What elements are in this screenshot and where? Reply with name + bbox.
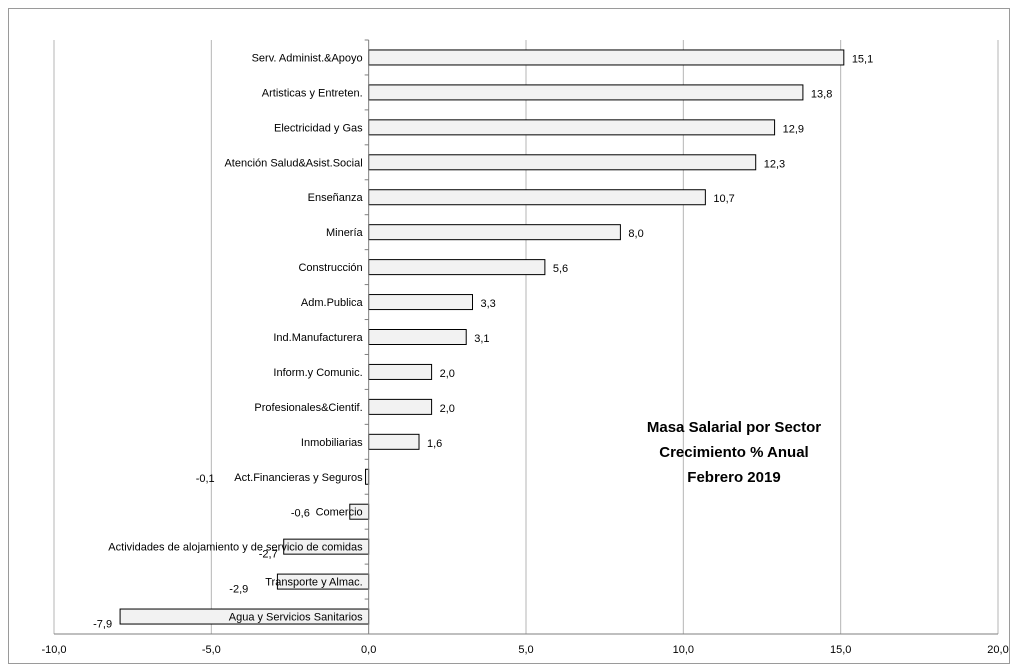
category-label: Comercio: [316, 507, 363, 519]
category-label: Act.Financieras y Seguros: [234, 472, 363, 484]
bar: [368, 119, 776, 136]
category-label: Inmobiliarias: [301, 437, 363, 449]
category-label: Adm.Publica: [301, 297, 364, 309]
value-label: -7,9: [93, 619, 112, 631]
bar: [368, 154, 757, 171]
bar: [368, 49, 845, 66]
value-label: 12,9: [783, 123, 804, 135]
x-tick-label: 20,0: [987, 644, 1008, 656]
bar: [368, 398, 433, 415]
value-label: 8,0: [628, 228, 643, 240]
bar: [368, 84, 804, 101]
axes: -10,0 -5,0 0,0 5,0 10,0 15,0 20,0: [41, 39, 1009, 656]
value-label: 5,6: [553, 263, 568, 275]
value-label: 2,0: [440, 403, 455, 415]
chart-frame: [8, 8, 1010, 664]
value-label: -2,7: [259, 549, 278, 561]
bars: [119, 49, 845, 625]
value-label: 3,3: [481, 298, 496, 310]
x-tick-label: -5,0: [202, 644, 221, 656]
value-label: 13,8: [811, 88, 832, 100]
category-label: Enseñanza: [308, 192, 364, 204]
category-label: Transporte y Almac.: [265, 577, 362, 589]
gridlines: [53, 40, 999, 634]
chart-title-line-1: Masa Salarial por Sector: [647, 419, 821, 436]
x-tick-label: -10,0: [41, 644, 66, 656]
bar: [368, 189, 706, 206]
category-label: Minería: [326, 227, 364, 239]
value-label: -2,9: [229, 584, 248, 596]
category-label: Profesionales&Cientif.: [254, 402, 362, 414]
x-tick-label: 0,0: [361, 644, 376, 656]
value-label: -0,1: [196, 473, 215, 485]
bar: [368, 363, 433, 380]
category-label: Artisticas y Entreten.: [262, 87, 363, 99]
bar: [368, 433, 420, 450]
bar: [368, 224, 621, 241]
category-label: Electricidad y Gas: [274, 122, 363, 134]
bar: [368, 294, 474, 311]
category-label: Ind.Manufacturera: [273, 332, 363, 344]
value-label: 2,0: [440, 368, 455, 380]
value-label: 3,1: [474, 333, 489, 345]
value-label: 15,1: [852, 53, 873, 65]
chart-title-line-2: Crecimiento % Anual: [659, 444, 808, 461]
x-tick-label: 10,0: [673, 644, 694, 656]
chart-title-line-3: Febrero 2019: [687, 469, 780, 486]
value-label: -0,6: [291, 508, 310, 520]
labels: Serv. Administ.&Apoyo 15,1 Artisticas y En…: [93, 52, 873, 630]
bar: [368, 259, 546, 276]
category-label: Atención Salud&Asist.Social: [224, 157, 362, 169]
category-label: Actividades de alojamiento y de servicio…: [108, 542, 363, 554]
category-label: Serv. Administ.&Apoyo: [252, 52, 363, 64]
value-label: 1,6: [427, 438, 442, 450]
x-tick-label: 15,0: [830, 644, 851, 656]
category-label: Inform.y Comunic.: [273, 367, 362, 379]
value-label: 12,3: [764, 158, 785, 170]
value-label: 10,7: [713, 193, 734, 205]
category-label: Agua y Servicios Sanitarios: [229, 612, 363, 624]
x-tick-label: 5,0: [518, 644, 533, 656]
bar: [368, 329, 467, 345]
chart-title: Masa Salarial por Sector Crecimiento % A…: [647, 419, 821, 486]
category-label: Construcción: [298, 262, 362, 274]
